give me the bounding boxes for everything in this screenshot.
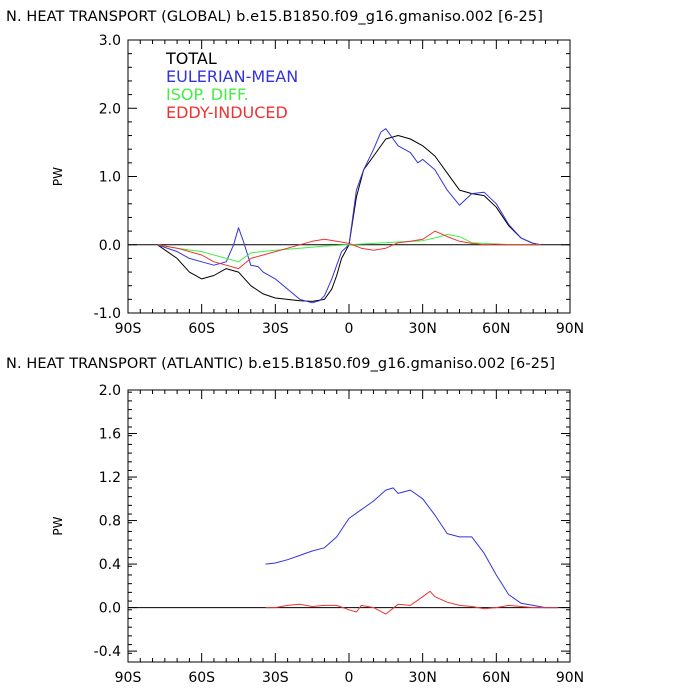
x-tick-label: 30S (262, 670, 289, 686)
series-line-1 (157, 128, 541, 304)
x-tick-label: 30N (409, 321, 437, 337)
y-tick-label: 2.0 (99, 383, 121, 399)
y-tick-label: 3.0 (99, 33, 121, 49)
global-series-lines (128, 128, 570, 304)
y-tick-label: 1.0 (99, 170, 121, 186)
x-tick-label: 60S (188, 321, 215, 337)
x-tick-label: 90N (556, 670, 584, 686)
atlantic-axis-ticks: 90S 60S 30S 0 30N 60N 90N -0.4 0.0 0.4 0.8 1.2 1.6 2.… (94, 383, 584, 686)
x-tick-label: 60N (482, 670, 510, 686)
atlantic-series-lines (128, 487, 570, 615)
atlantic-y-axis-label: PW (51, 516, 65, 535)
y-tick-label: 0.8 (99, 514, 121, 530)
series-line-0 (157, 135, 541, 302)
x-tick-label: 60N (482, 321, 510, 337)
series-line-1 (265, 590, 558, 615)
global-legend: TOTAL EULERIAN-MEAN ISOP. DIFF. EDDY-IND… (165, 49, 298, 122)
atlantic-panel-title: N. HEAT TRANSPORT (ATLANTIC) b.e15.B1850… (6, 356, 555, 372)
y-tick-label: -1.0 (94, 306, 121, 322)
x-tick-label: 0 (345, 670, 354, 686)
global-axis-ticks: 90S 60S 30S 0 30N 60N 90N -1.0 0.0 1.0 2.0 3.0 (94, 33, 584, 337)
x-tick-label: 90N (556, 321, 584, 337)
y-tick-label: 0.4 (99, 557, 121, 573)
legend-eddy-induced: EDDY-INDUCED (166, 103, 288, 122)
x-tick-label: 30S (262, 321, 289, 337)
legend-isop-diff: ISOP. DIFF. (166, 85, 249, 104)
y-tick-label: 0.0 (99, 601, 121, 617)
legend-eulerian-mean: EULERIAN-MEAN (166, 67, 298, 86)
x-tick-label: 90S (115, 321, 142, 337)
x-tick-label: 30N (409, 670, 437, 686)
x-tick-label: 90S (115, 670, 142, 686)
atlantic-heat-transport-panel: N. HEAT TRANSPORT (ATLANTIC) b.e15.B1850… (6, 356, 584, 686)
series-line-0 (265, 487, 558, 609)
global-panel-title: N. HEAT TRANSPORT (GLOBAL) b.e15.B1850.f… (6, 9, 543, 25)
global-y-axis-label: PW (51, 167, 65, 186)
series-line-2 (157, 234, 541, 263)
legend-total: TOTAL (165, 49, 217, 68)
y-tick-label: 0.0 (99, 238, 121, 254)
y-tick-label: -0.4 (94, 644, 121, 660)
y-tick-label: 2.0 (99, 101, 121, 117)
y-tick-label: 1.6 (99, 427, 121, 443)
series-line-3 (157, 230, 541, 270)
atlantic-plot-frame (127, 389, 571, 663)
x-tick-label: 60S (188, 670, 215, 686)
global-heat-transport-panel: N. HEAT TRANSPORT (GLOBAL) b.e15.B1850.f… (6, 9, 584, 337)
y-tick-label: 1.2 (99, 470, 121, 486)
x-tick-label: 0 (345, 321, 354, 337)
